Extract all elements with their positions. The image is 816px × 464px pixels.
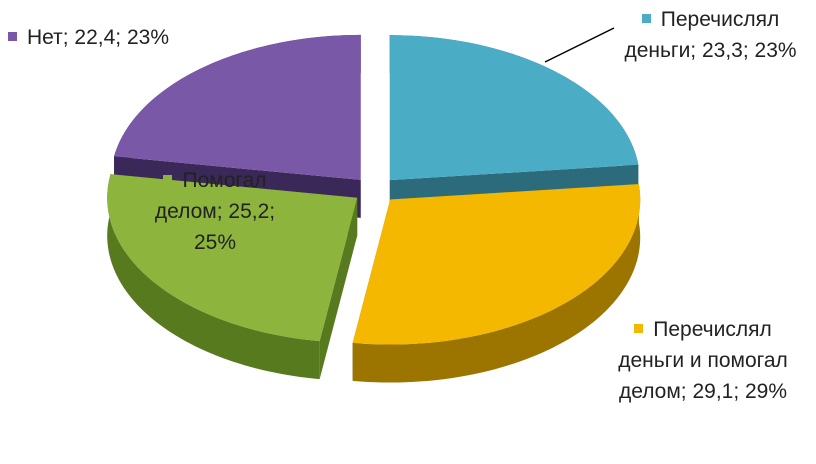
label-key — [641, 13, 651, 23]
label-text: Перечислял деньги; 23,3; 23% — [624, 8, 797, 62]
label-key — [163, 174, 173, 184]
label-text: Перечислял деньги и помогал делом; 29,1;… — [618, 318, 788, 403]
slice-side — [319, 197, 358, 380]
slice-label: Помогал делом; 25,2; 25% — [135, 165, 295, 258]
label-text: Помогал делом; 25,2; 25% — [154, 169, 276, 254]
leader-line — [544, 27, 615, 63]
slice-side — [352, 184, 641, 383]
label-key — [634, 323, 644, 333]
label-key — [8, 31, 17, 41]
slice — [389, 35, 639, 181]
slice-label: Перечислял деньги; 23,3; 23% — [618, 4, 803, 66]
slice-label: Нет; 22,4; 23% — [8, 22, 169, 53]
slice-label: Перечислял деньги и помогал делом; 29,1;… — [618, 314, 788, 407]
slice-side — [107, 174, 320, 380]
slice — [107, 174, 358, 342]
slice — [352, 184, 641, 345]
slice — [114, 34, 361, 180]
label-text: Нет; 22,4; 23% — [27, 26, 170, 49]
